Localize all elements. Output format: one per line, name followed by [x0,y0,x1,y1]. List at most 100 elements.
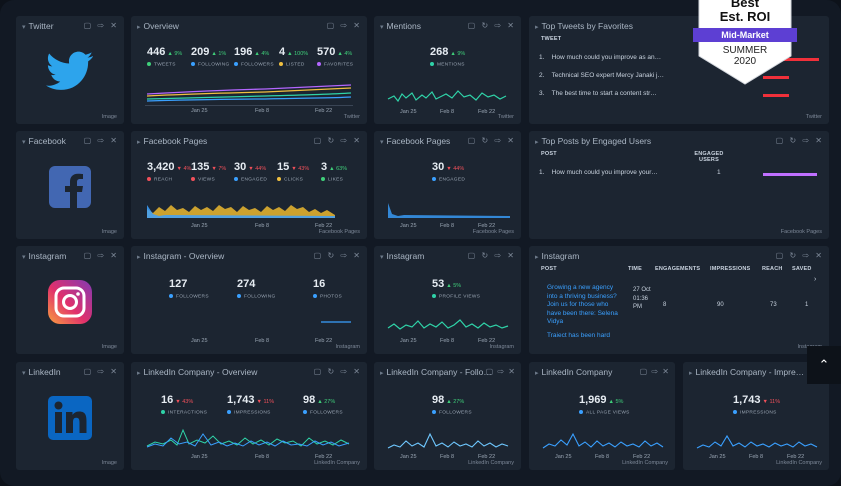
widget-controls[interactable]: ▢ ↻ ⇨ ✕ [775,251,824,260]
widget-footer: Image [101,114,117,120]
widget-controls[interactable]: ▢ ⇨ ✕ [83,367,119,376]
widget-controls[interactable]: ▢ ↻ ⇨ ✕ [467,136,516,145]
x-tick: Feb 22 [633,454,651,460]
widget-title: ▾ Instagram [380,251,425,261]
column-header: REACH [762,266,783,272]
column-header: TIME [628,266,642,272]
x-tick: Feb 22 [315,454,333,460]
column-header: ENGAGED USERS [694,151,724,163]
widget-controls[interactable]: ▢ ⇨ ✕ [639,367,670,376]
widget-controls[interactable]: ▢ ↻ ⇨ ✕ [313,136,362,145]
column-header: TWEET [541,36,562,42]
table-row[interactable]: 3. The best time to start a content str… [539,90,657,97]
fb-engaged-widget[interactable]: ▾ Facebook Pages ▢ ↻ ⇨ ✕ 30 ▼ 44% ENGAGED … [374,131,521,239]
widget-controls[interactable]: ▢ ↻ ⇨ ✕ [467,251,516,260]
badge-line2: Est. ROI [719,9,771,24]
ig-posts-table-widget[interactable]: ▸ Instagram ▢ ↻ ⇨ ✕ POST TIME ENGAGEMENTS… [529,246,829,354]
widget-footer: Image [101,460,117,466]
li-impressions-widget[interactable]: ▸ LinkedIn Company - Impre… 1,743 ▼ 11% IM… [683,362,829,470]
facebook-widget[interactable]: ▾ Facebook ▢ ⇨ ✕ Image [16,131,124,239]
x-tick: Feb 22 [478,109,496,115]
twitter-widget[interactable]: ▾ Twitter ▢ ⇨ ✕ Image [16,16,124,124]
ig-profile-views-widget[interactable]: ▾ Instagram ▢ ↻ ⇨ ✕ 53 ▲ 5% PROFILE VIEWS … [374,246,521,354]
overview-line-chart [145,84,353,106]
scroll-right-icon[interactable]: › [814,276,817,283]
stat-followers: 98 ▲ 27% FOLLOWERS [432,394,472,416]
stat-impressions: 1,743 ▼ 11% IMPRESSIONS [733,394,781,416]
engagements: 8 [663,302,667,308]
column-header: POST [541,266,557,272]
top-posts-widget[interactable]: ▸ Top Posts by Engaged Users ▢ ↻ ⇨ ✕ POST… [529,131,829,239]
li-overview-chart [146,428,350,448]
widget-title: ▾ LinkedIn [22,367,61,377]
widget-footer: Instagram [489,344,514,350]
x-tick: Jan 25 [400,109,417,115]
badge-season: SUMMER [722,45,768,56]
x-tick: Feb 8 [749,454,764,460]
x-tick: Feb 22 [478,454,496,460]
fb-pages-widget[interactable]: ▸ Facebook Pages ▢ ↻ ⇨ ✕ 3,420 ▼ 4% REACH … [131,131,367,239]
favorites-bar [763,76,789,79]
stat-clicks: 15 ▼ 43% CLICKS [277,161,310,183]
instagram-widget[interactable]: ▾ Instagram ▢ ⇨ ✕ Image [16,246,124,354]
stat-engaged: 30 ▼ 44% ENGAGED [234,161,268,183]
stat-likes: 3 ▲ 63% LIKES [321,161,348,183]
stat-favorites: 570 ▲ 4% FAVORITES [317,46,354,68]
x-tick: Feb 8 [255,223,270,229]
x-tick: Jan 25 [555,454,572,460]
badge-ribbon: Mid-Market [721,30,769,40]
favorites-bar [763,58,819,61]
widget-title: ▸ Instagram [535,251,580,261]
widget-title: ▾ Mentions [380,21,422,31]
scroll-to-top-button[interactable]: ⌃ [807,346,841,384]
li-overview-widget[interactable]: ▸ LinkedIn Company - Overview ▢ ↻ ⇨ ✕ 16 ▼… [131,362,367,470]
widget-title: ▸ Overview [137,21,179,31]
widget-controls[interactable]: ▢ ⇨ ✕ [83,21,119,30]
overview-widget[interactable]: ▸ Overview ▢ ⇨ ✕ 446 ▲ 9% TWEETS 209 ▲ 1% F… [131,16,367,124]
table-row[interactable]: 2. Technical SEO expert Mercy Janaki j… [539,72,665,79]
widget-title: ▸ Instagram - Overview [137,251,225,261]
stat-listed: 4 ▲ 100% LISTED [279,46,309,68]
ig-overview-widget[interactable]: ▸ Instagram - Overview ▢ ↻ ⇨ ✕ 127 FOLLOW… [131,246,367,354]
post-link[interactable]: Growing a new agency into a thriving bus… [547,284,618,325]
linkedin-widget[interactable]: ▾ LinkedIn ▢ ⇨ ✕ Image [16,362,124,470]
table-row[interactable]: 1. How much could you improve your… [539,169,658,176]
table-row[interactable]: 1. How much could you improve as an… [539,54,662,61]
x-tick: Feb 8 [440,223,455,229]
x-tick: Jan 25 [191,108,208,114]
widget-controls[interactable]: ▢ ↻ ⇨ ✕ [313,251,362,260]
widget-footer: LinkedIn Company [314,460,360,466]
x-tick: Jan 25 [400,223,417,229]
engaged-value: 1 [717,169,721,176]
li-followers-widget[interactable]: ▸ LinkedIn Company - Follo… ▢ ⇨ ✕ 98 ▲ 27%… [374,362,521,470]
column-header: ENGAGEMENTS [655,266,701,272]
mentions-widget[interactable]: ▾ Mentions ▢ ↻ ⇨ ✕ 268 ▲ 9% MENTIONS Jan 2… [374,16,521,124]
x-tick: Feb 22 [478,223,496,229]
widget-controls[interactable]: ▢ ↻ ⇨ ✕ [775,136,824,145]
stat-engaged: 30 ▼ 44% ENGAGED [432,161,466,183]
post-link[interactable]: Traiect has been hard [547,332,610,339]
column-header: IMPRESSIONS [710,266,751,272]
x-tick: Feb 8 [440,338,455,344]
widget-controls[interactable]: ▢ ⇨ ✕ [83,251,119,260]
widget-controls[interactable]: ▢ ↻ ⇨ ✕ [313,367,362,376]
li-views-widget[interactable]: ▸ LinkedIn Company ▢ ⇨ ✕ 1,969 ▲ 5% ALL PA… [529,362,675,470]
stat-following: 274 FOLLOWING [237,278,276,300]
x-tick: Feb 8 [595,454,610,460]
x-tick: Jan 25 [191,338,208,344]
widget-title: ▸ Top Tweets by Favorites [535,21,634,31]
favorites-bar [763,94,789,97]
widget-footer: Facebook Pages [318,229,360,235]
stat-photos: 16 PHOTOS [313,278,342,300]
x-tick: Feb 22 [787,454,805,460]
widget-controls[interactable]: ▢ ⇨ ✕ [326,21,362,30]
x-tick: Feb 22 [478,338,496,344]
widget-controls[interactable]: ▢ ⇨ ✕ [485,367,516,376]
widget-footer: Instagram [335,344,360,350]
award-badge: Best Est. ROI Mid-Market SUMMER 2020 [693,0,797,86]
reach: 73 [770,302,777,308]
widget-controls[interactable]: ▢ ⇨ ✕ [83,136,119,145]
widget-controls[interactable]: ▢ ↻ ⇨ ✕ [467,21,516,30]
x-tick: Feb 8 [440,454,455,460]
